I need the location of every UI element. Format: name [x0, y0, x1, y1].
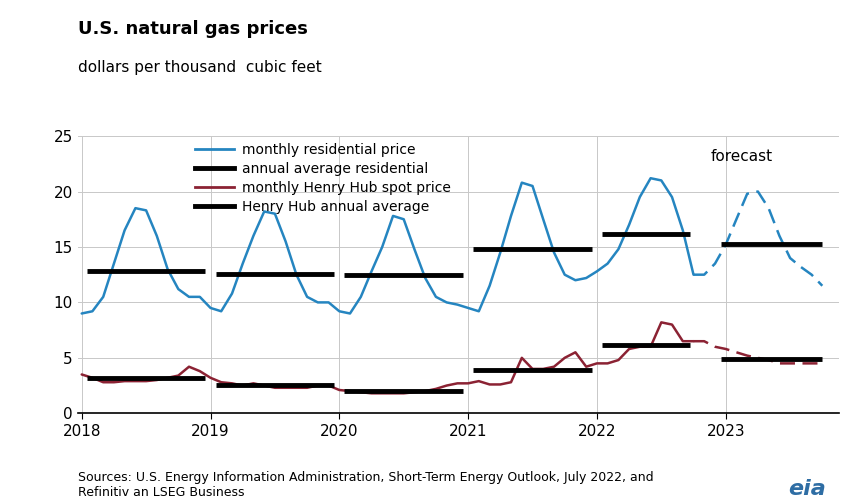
Legend: monthly residential price, annual average residential, monthly Henry Hub spot pr: monthly residential price, annual averag… — [195, 143, 452, 214]
Text: forecast: forecast — [710, 149, 772, 164]
Text: U.S. natural gas prices: U.S. natural gas prices — [78, 20, 308, 38]
Text: dollars per thousand  cubic feet: dollars per thousand cubic feet — [78, 60, 322, 76]
Text: Sources: U.S. Energy Information Administration, Short-Term Energy Outlook, July: Sources: U.S. Energy Information Adminis… — [78, 471, 653, 499]
Text: eia: eia — [788, 479, 826, 499]
